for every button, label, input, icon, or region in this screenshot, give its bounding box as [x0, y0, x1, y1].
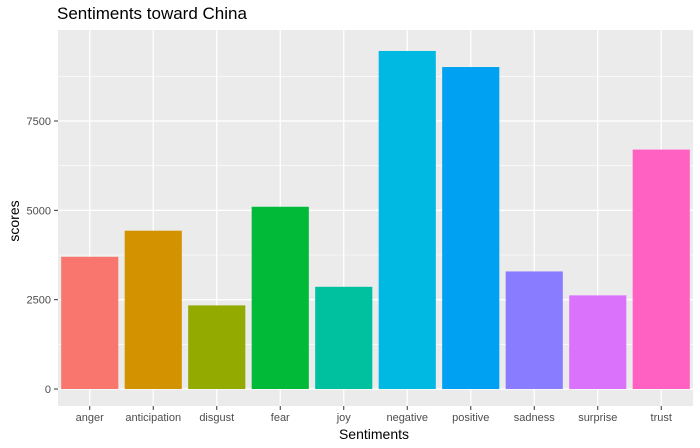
x-tick-label: fear: [271, 412, 290, 424]
bar-trust: [632, 149, 690, 389]
x-tick-label: disgust: [199, 412, 234, 424]
bars: [61, 50, 690, 389]
x-tick-label: anticipation: [125, 412, 181, 424]
y-tick-label: 2500: [27, 295, 51, 307]
y-tick-label: 5000: [27, 205, 51, 217]
x-tick-label: surprise: [578, 412, 617, 424]
chart-title: Sentiments toward China: [57, 4, 247, 23]
y-tick-label: 7500: [27, 116, 51, 128]
x-axis: anger anticipation disgust fear joy negative p…: [76, 406, 672, 424]
y-axis-title: scores: [6, 200, 22, 241]
y-axis: 0 2500 5000 7500: [27, 116, 58, 396]
x-tick-label: sadness: [514, 412, 555, 424]
x-tick-label: positive: [452, 412, 489, 424]
x-axis-title: Sentiments: [339, 426, 409, 442]
x-tick-label: anger: [76, 412, 104, 424]
bar-positive: [442, 67, 500, 389]
bar-negative: [378, 50, 436, 389]
y-tick-label: 0: [45, 384, 51, 396]
bar-joy: [315, 286, 373, 389]
x-tick-label: negative: [386, 412, 428, 424]
bar-surprise: [569, 295, 627, 389]
x-tick-label: joy: [336, 412, 352, 424]
bar-sadness: [505, 271, 563, 389]
bar-anticipation: [124, 230, 182, 389]
x-tick-label: trust: [651, 412, 672, 424]
bar-disgust: [188, 305, 246, 389]
bar-anger: [61, 256, 119, 389]
bar-fear: [251, 206, 309, 389]
